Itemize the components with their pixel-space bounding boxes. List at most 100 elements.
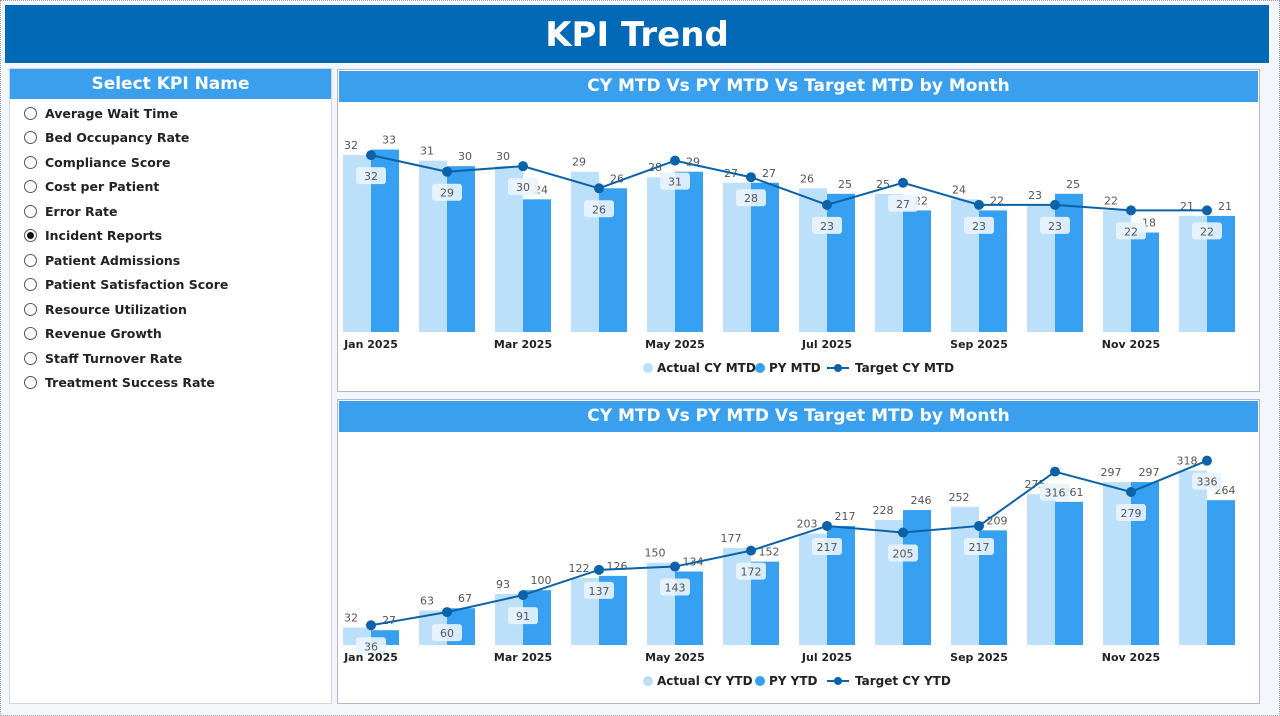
target-label-box — [1192, 472, 1222, 490]
target-label-box — [736, 189, 766, 207]
radio-icon[interactable] — [24, 302, 37, 316]
py-bar — [751, 182, 779, 332]
kpi-option[interactable]: Staff Turnover Rate — [10, 346, 331, 371]
x-tick-label: Jul 2025 — [801, 651, 852, 664]
target-line — [370, 459, 1208, 627]
kpi-option[interactable]: Revenue Growth — [10, 322, 331, 347]
target-point — [974, 520, 984, 531]
target-point — [898, 177, 908, 188]
kpi-option[interactable]: Compliance Score — [10, 150, 331, 175]
py-data-label: 67 — [458, 592, 472, 605]
py-bar — [1207, 500, 1235, 645]
legend-label: PY YTD — [769, 674, 818, 688]
target-point — [1126, 205, 1136, 216]
target-point — [594, 183, 604, 194]
py-data-label: 33 — [382, 134, 396, 147]
x-tick-label: May 2025 — [645, 651, 705, 664]
target-data-label: 316 — [1045, 487, 1066, 500]
radio-icon[interactable] — [24, 351, 37, 365]
legend-label: Target CY YTD — [855, 674, 951, 688]
target-data-label: 32 — [364, 170, 378, 183]
radio-icon[interactable] — [24, 376, 37, 390]
target-data-label: 23 — [972, 220, 986, 233]
radio-icon[interactable] — [24, 253, 37, 267]
target-point — [822, 199, 832, 210]
kpi-option[interactable]: Patient Admissions — [10, 248, 331, 273]
target-data-label: 31 — [668, 176, 682, 189]
kpi-option-label: Resource Utilization — [45, 301, 187, 317]
target-point — [1202, 205, 1212, 216]
legend-marker-icon — [643, 363, 653, 373]
target-label-box — [432, 624, 462, 642]
legend-label: Actual CY MTD — [657, 361, 756, 375]
target-label-box — [1116, 503, 1146, 521]
actual-data-label: 24 — [952, 183, 966, 196]
radio-icon[interactable] — [24, 204, 37, 218]
actual-data-label: 63 — [420, 594, 434, 607]
target-label-box — [356, 167, 386, 185]
target-point — [1126, 486, 1136, 497]
legend-label: Target CY MTD — [855, 361, 954, 375]
kpi-option[interactable]: Bed Occupancy Rate — [10, 126, 331, 151]
target-point — [366, 620, 376, 631]
target-point — [898, 527, 908, 538]
radio-icon[interactable] — [24, 327, 37, 341]
py-data-label: 30 — [458, 150, 472, 163]
actual-data-label: 32 — [344, 139, 358, 152]
actual-bar — [647, 562, 675, 645]
target-data-label: 36 — [364, 640, 378, 653]
target-data-label: 91 — [516, 610, 530, 623]
actual-bar — [1027, 494, 1055, 645]
target-data-label: 22 — [1200, 225, 1214, 238]
target-data-label: 217 — [817, 541, 838, 554]
radio-icon[interactable] — [24, 278, 37, 292]
target-data-label: 217 — [969, 541, 990, 554]
actual-bar — [951, 506, 979, 645]
py-bar — [827, 193, 855, 332]
legend-marker-icon — [755, 676, 765, 686]
py-data-label: 152 — [759, 546, 780, 559]
kpi-option-label: Revenue Growth — [45, 326, 162, 342]
radio-icon[interactable] — [24, 106, 37, 120]
kpi-option[interactable]: Cost per Patient — [10, 175, 331, 200]
radio-icon[interactable] — [24, 131, 37, 145]
kpi-option[interactable]: Resource Utilization — [10, 297, 331, 322]
kpi-option[interactable]: Incident Reports — [10, 224, 331, 249]
kpi-option[interactable]: Treatment Success Rate — [10, 371, 331, 396]
target-label-box — [964, 537, 994, 555]
py-bar — [1131, 232, 1159, 332]
target-data-label: 137 — [589, 585, 610, 598]
py-data-label: 27 — [762, 167, 776, 180]
legend-label: PY MTD — [769, 361, 821, 375]
target-label-box — [508, 607, 538, 625]
actual-bar — [723, 182, 751, 332]
radio-icon[interactable] — [24, 180, 37, 194]
actual-bar — [1179, 470, 1207, 645]
kpi-option-label: Patient Satisfaction Score — [45, 277, 229, 293]
x-tick-label: Mar 2025 — [494, 651, 552, 664]
actual-data-label: 32 — [344, 611, 358, 624]
actual-data-label: 29 — [572, 156, 586, 169]
actual-data-label: 26 — [800, 172, 814, 185]
target-point — [1050, 466, 1060, 477]
py-bar — [1055, 193, 1083, 332]
radio-icon[interactable] — [24, 229, 37, 243]
target-point — [974, 199, 984, 210]
target-label-box — [584, 581, 614, 599]
legend-marker-icon — [643, 676, 653, 686]
slicer-title: Select KPI Name — [10, 69, 331, 99]
target-label-box — [508, 178, 538, 196]
radio-icon[interactable] — [24, 155, 37, 169]
kpi-slicer: Select KPI Name Average Wait Time Bed Occ… — [9, 68, 332, 704]
x-tick-label: Mar 2025 — [494, 338, 552, 351]
kpi-option[interactable]: Average Wait Time — [10, 101, 331, 126]
kpi-option[interactable]: Error Rate — [10, 199, 331, 224]
py-bar — [523, 199, 551, 332]
kpi-option-label: Staff Turnover Rate — [45, 350, 183, 366]
target-label-box — [1116, 222, 1146, 240]
kpi-option[interactable]: Patient Satisfaction Score — [10, 273, 331, 298]
target-data-label: 205 — [893, 548, 914, 561]
py-data-label: 27 — [382, 614, 396, 627]
target-label-box — [432, 183, 462, 201]
